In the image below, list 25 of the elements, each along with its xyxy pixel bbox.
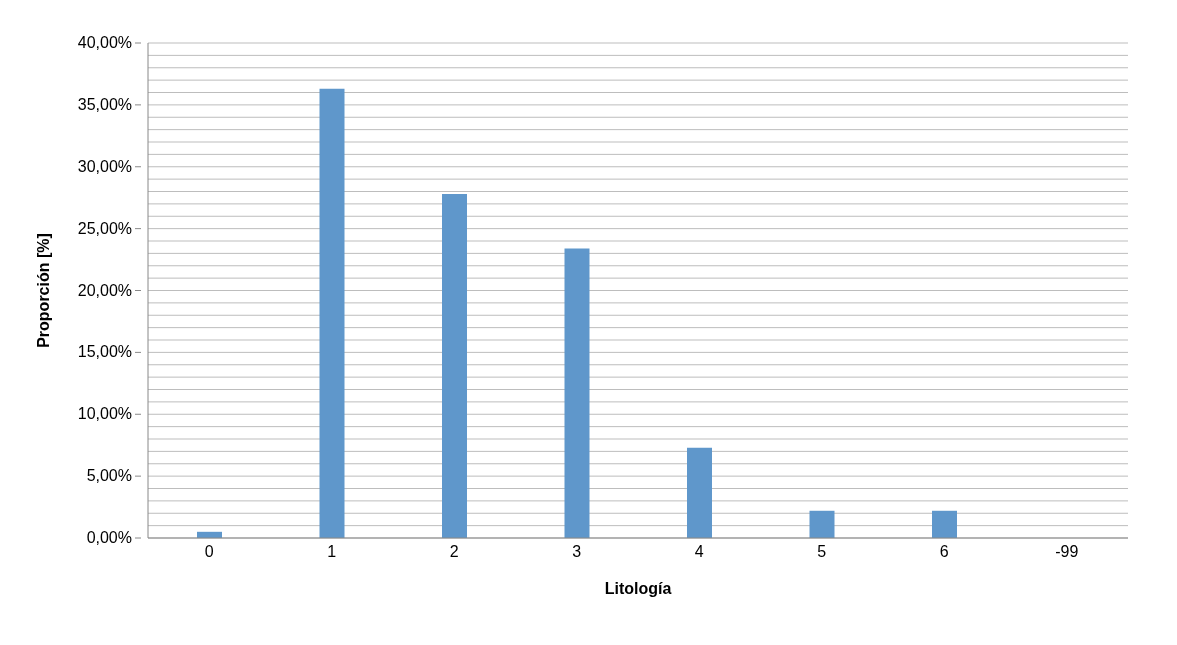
- y-tick-label: 15,00%: [77, 343, 132, 361]
- x-tick-label: -99: [1055, 543, 1079, 561]
- y-tick-label: 20,00%: [77, 281, 132, 299]
- y-axis-title: Proporción [%]: [34, 233, 52, 348]
- x-tick-label: 6: [939, 543, 949, 561]
- y-tick-label: 35,00%: [77, 95, 132, 113]
- y-tick-label: 40,00%: [77, 34, 132, 51]
- y-tick-label: 0,00%: [86, 529, 132, 546]
- bar: [319, 88, 345, 538]
- x-tick-label: 5: [817, 543, 827, 561]
- x-tick-label: 0: [204, 543, 214, 561]
- bar: [687, 447, 712, 538]
- bar: [442, 193, 467, 538]
- bar: [932, 510, 957, 538]
- bar: [809, 510, 835, 538]
- y-tick-label: 30,00%: [77, 157, 132, 175]
- x-tick-label: 3: [572, 543, 582, 561]
- x-tick-label: 1: [327, 543, 337, 561]
- x-tick-label: 4: [694, 543, 704, 561]
- y-tick-label: 10,00%: [77, 405, 132, 423]
- x-tick-label: 2: [449, 543, 459, 561]
- y-tick-label: 5,00%: [86, 467, 132, 485]
- bar: [564, 248, 590, 538]
- y-tick-label: 25,00%: [77, 219, 132, 237]
- x-axis-title: Litología: [604, 580, 672, 597]
